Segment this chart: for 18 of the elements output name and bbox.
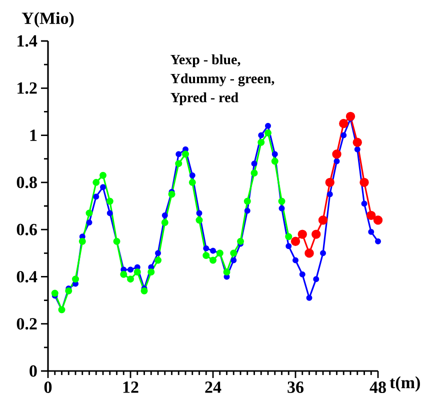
y-tick-label: 0.6: [16, 224, 37, 236]
annotation: Ypred - red: [170, 92, 238, 106]
x-tick-label: 12: [123, 382, 138, 393]
x-tick-label: 36: [288, 382, 304, 393]
y-tick-label: 0.8: [16, 176, 37, 188]
y-tick-label: 1: [30, 130, 37, 141]
x-tick-label: 24: [205, 382, 222, 393]
y-tick-label: 1.2: [18, 82, 37, 94]
y-tick-label: 1.4: [18, 35, 38, 47]
y-tick-label: 0: [30, 365, 37, 377]
y-tick-label: 0.2: [16, 318, 37, 330]
x-axis-title: t(m): [390, 376, 420, 392]
y-tick-label: 0.4: [16, 270, 38, 282]
annotation: Yexp - blue,: [170, 54, 240, 68]
y-axis-title: Y(Mio): [22, 12, 74, 28]
annotation: Ydummy - green,: [170, 73, 274, 86]
x-tick-label: 0: [44, 382, 52, 394]
x-tick-label: 48: [370, 382, 386, 394]
